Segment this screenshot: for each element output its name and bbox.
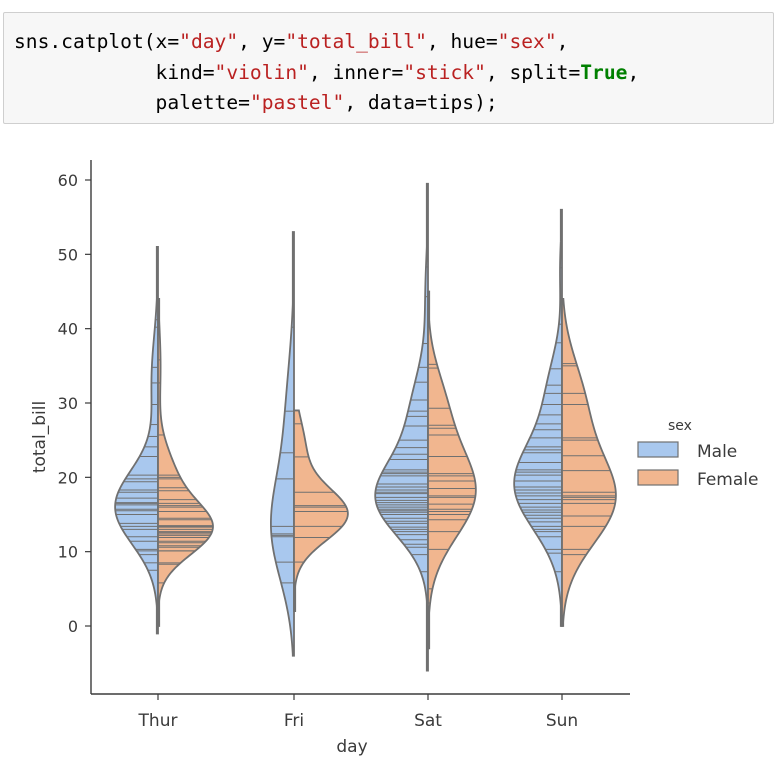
y-axis-label: total_bill [30,401,50,473]
y-tick-label: 50 [58,245,78,264]
y-ticks: 0 10 20 30 40 50 60 [58,171,91,636]
code-text: , inner= [308,60,404,84]
violin-sun-female [561,298,617,627]
violin-thur-male [114,246,159,635]
violin-thur-female [157,298,214,627]
code-string: "pastel" [249,91,345,114]
code-text: , y= [238,30,286,53]
code-text: sns.catplot(x= [14,30,180,53]
y-tick-label: 40 [58,320,78,339]
code-string: "day" [179,30,239,53]
legend-swatch-female [637,469,679,486]
code-string: "violin" [214,60,309,84]
code-cell[interactable]: sns.catplot(x="day", y="total_bill", hue… [3,12,774,124]
code-line: sns.catplot(x="day", y="total_bill", hue… [14,27,639,58]
violin-fri-female [293,409,349,613]
code-text: , hue= [426,30,498,53]
code-string: "total_bill" [285,30,427,53]
y-tick-label: 0 [68,617,78,636]
violin-sun-male [513,208,563,627]
violin-fri-male [269,231,295,657]
y-tick-label: 30 [58,394,78,413]
x-axis-label: day [336,737,367,757]
code-line: kind="violin", inner="stick", split=True… [14,58,640,89]
legend-swatch-male [637,441,679,458]
legend-title: sex [668,418,692,434]
code-text: , [556,30,569,53]
code-text: , [627,60,640,84]
code-string: "sex" [497,30,557,53]
y-tick-label: 60 [58,171,78,190]
code-text: kind= [14,60,215,84]
x-tick-label: Sat [414,711,442,731]
violins [114,182,617,672]
y-tick-label: 10 [58,543,78,562]
x-tick-label: Sun [546,711,578,731]
code-text: , data=tips); [344,91,498,114]
x-ticks: Thur Fri Sat Sun [138,694,578,731]
legend: sex Male Female [637,418,758,490]
y-tick-label: 20 [58,468,78,487]
code-text: palette= [14,91,250,114]
code-input[interactable]: sns.catplot(x="day", y="total_bill", hue… [14,27,639,119]
legend-label-male: Male [697,442,737,462]
code-line: palette="pastel", data=tips); [14,88,639,119]
x-tick-label: Thur [138,711,178,731]
code-keyword: True [580,60,628,84]
x-tick-label: Fri [284,711,304,731]
code-string: "stick" [403,60,486,84]
violin-sat-male [374,182,429,672]
code-text: , split= [485,60,581,84]
violin-sat-female [427,290,477,650]
legend-label-female: Female [697,470,758,490]
